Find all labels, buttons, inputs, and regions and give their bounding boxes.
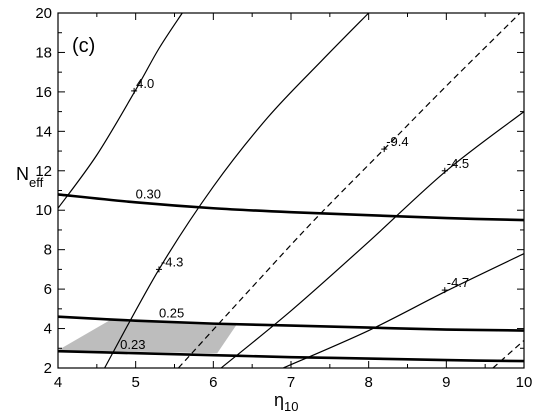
curve-4_0 [57,12,183,209]
x-tick-label: 5 [131,374,139,391]
shaded-region [58,318,237,354]
curve-label: -4.7 [447,275,469,290]
y-tick-label: 8 [44,242,52,259]
curve-label: -4.5 [447,156,469,171]
y-axis-label: Neff [16,164,44,190]
x-tick-label: 4 [54,374,62,391]
y-axis-label-sub: eff [29,175,44,190]
y-axis-label-main: N [16,164,29,184]
x-axis-label-sub: 10 [284,399,298,414]
y-tick-label: 14 [35,123,52,140]
curve-0_23 [57,349,525,363]
x-tick-label: 7 [287,374,295,391]
x-tick-label: 9 [442,374,450,391]
curve-0_30 [57,193,525,222]
curve-label: 4.0 [136,76,154,91]
x-tick-label: 6 [209,374,217,391]
curve-label: 0.23 [120,337,145,352]
curve-0_25 [57,315,525,332]
x-axis-label-main: η [274,390,284,410]
curve-m4_7 [282,253,525,369]
curve-m4_3 [104,12,370,369]
y-tick-label: 2 [44,360,52,377]
curve-label: 0.30 [136,186,161,201]
curve-label: -9.4 [386,134,408,149]
curve-labels-layer: 0.30 0.25 0.23 4.0 -4.3 -9.4 -4.5 -4.7 [120,76,469,352]
curve-label: -4.3 [161,254,183,269]
x-axis-label: η10 [274,390,298,414]
y-tick-label: 10 [35,202,52,219]
curve-label: 0.25 [159,306,184,321]
x-tick-label: 10 [516,374,533,391]
y-tick-label: 20 [35,5,52,22]
curve-extra-8 [492,339,525,369]
x-tick-label: 8 [364,374,372,391]
curve-m9_4 [177,12,521,369]
curves-layer [57,12,525,369]
panel-label: (c) [72,35,95,57]
y-tick-label: 18 [35,44,52,61]
curve-m4_5 [220,111,525,369]
y-tick-label: 16 [35,84,52,101]
y-tick-label: 6 [44,281,52,298]
y-tick-label: 4 [44,321,52,338]
y-tick-label: 12 [35,163,52,180]
